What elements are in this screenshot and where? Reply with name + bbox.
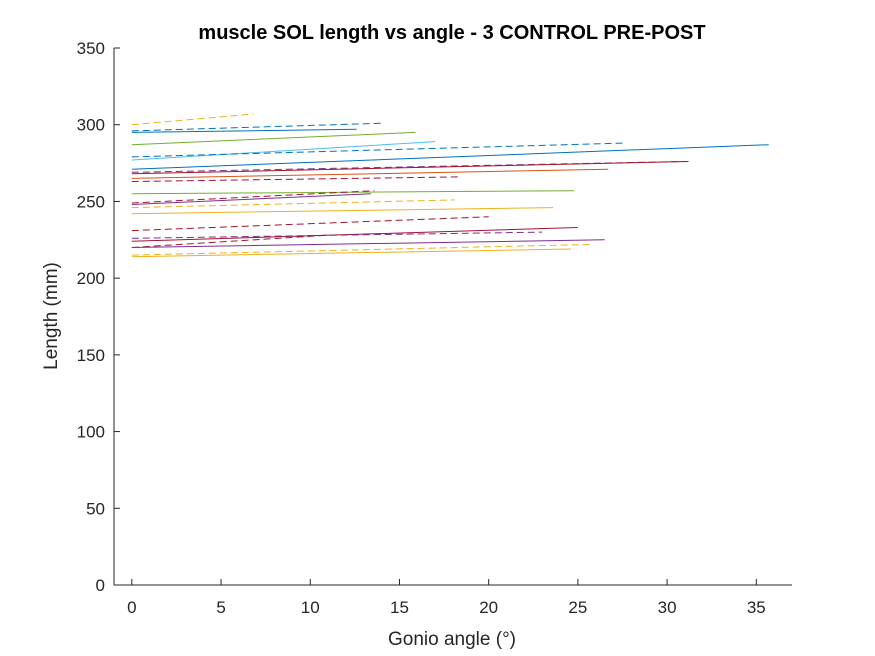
series-line-8 (131, 161, 685, 173)
x-tick-label: 30 (658, 598, 677, 617)
y-tick-label: 300 (77, 116, 105, 135)
series-line-15 (131, 199, 455, 209)
series-line-9 (131, 161, 689, 175)
series-line-2 (131, 122, 384, 132)
y-tick-label: 350 (77, 39, 105, 58)
y-tick-label: 50 (86, 499, 105, 518)
y-tick-label: 200 (77, 269, 105, 288)
series-line-6 (131, 142, 623, 158)
series-line-1 (131, 113, 254, 126)
x-ticks: 0 5 10 15 20 25 30 35 (127, 579, 766, 617)
series-line-18 (131, 227, 578, 242)
y-tick-label: 250 (77, 192, 105, 211)
y-tick-label: 150 (77, 346, 105, 365)
x-tick-label: 25 (568, 598, 587, 617)
series-line-7 (131, 144, 769, 170)
series-line-4 (131, 131, 416, 146)
x-tick-label: 20 (479, 598, 498, 617)
series-group (131, 113, 769, 258)
y-axis-label: Length (mm) (41, 262, 62, 370)
series-line-13 (131, 190, 375, 204)
y-tick-label: 100 (77, 423, 105, 442)
series-line-3 (131, 128, 357, 133)
series-line-23 (131, 248, 571, 258)
x-tick-label: 15 (390, 598, 409, 617)
series-line-21 (131, 239, 605, 248)
x-axis-label: Gonio angle (°) (388, 629, 516, 650)
series-line-10 (131, 168, 609, 179)
y-ticks: 0 50 100 150 200 250 300 350 (77, 39, 120, 595)
series-line-17 (131, 216, 489, 232)
series-line-16 (131, 207, 553, 215)
x-tick-label: 10 (301, 598, 320, 617)
x-tick-label: 0 (127, 598, 136, 617)
y-tick-label: 0 (96, 576, 105, 595)
series-line-19 (131, 231, 543, 239)
series-line-5 (131, 141, 436, 161)
x-tick-label: 35 (747, 598, 766, 617)
chart-title: muscle SOL length vs angle - 3 CONTROL P… (198, 22, 705, 44)
x-tick-label: 5 (216, 598, 225, 617)
series-line-14 (131, 193, 371, 205)
